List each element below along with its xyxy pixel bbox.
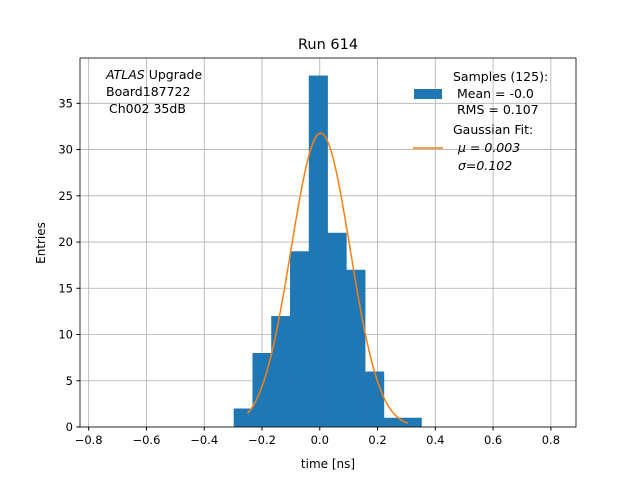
histogram-bars [233, 75, 422, 428]
svg-text:Ch002 35dB: Ch002 35dB [109, 101, 186, 116]
x-tick-label: −0.2 [248, 433, 276, 447]
histogram-bar [346, 269, 366, 427]
x-tick-label: −0.4 [190, 433, 218, 447]
y-tick-label: 15 [58, 281, 73, 295]
legend-hist-swatch [414, 89, 442, 99]
legend: Samples (125): Mean = -0.0 RMS = 0.107 G… [413, 69, 548, 173]
histogram-bar [402, 417, 422, 427]
y-tick-label: 25 [58, 189, 73, 203]
histogram-bar [365, 371, 385, 427]
svg-text:RMS = 0.107: RMS = 0.107 [457, 102, 539, 117]
y-axis-label: Entries [34, 222, 48, 264]
annotation: ATLAS Upgrade Board187722 Ch002 35dB [105, 67, 202, 116]
chart-title: Run 614 [298, 37, 358, 53]
svg-text:Gaussian Fit:: Gaussian Fit: [453, 122, 533, 137]
gaussian-fit-line [246, 132, 409, 425]
x-tick-label: −0.8 [75, 433, 103, 447]
svg-text:Samples (125):: Samples (125): [453, 69, 548, 84]
y-tick-label: 10 [58, 328, 73, 342]
y-tick-label: 20 [58, 235, 73, 249]
svg-text:σ=0.102: σ=0.102 [458, 158, 512, 173]
x-axis-label: time [ns] [301, 457, 355, 471]
y-tick-label: 35 [58, 96, 73, 110]
svg-text:μ = 0.003: μ = 0.003 [457, 140, 520, 155]
histogram-bar [308, 75, 328, 428]
svg-text:Board187722: Board187722 [106, 84, 190, 99]
y-tick-label: 5 [66, 374, 73, 388]
x-tick-label: −0.6 [132, 433, 160, 447]
x-tick-label: 0.2 [368, 433, 386, 447]
histogram-bar [290, 251, 310, 427]
axis-ticks: −0.8 −0.6 −0.4 −0.2 0.0 0.2 0.4 0.6 0.8 0 5 10 15 20 2… [58, 96, 560, 447]
svg-text:ATLAS Upgrade: ATLAS Upgrade [105, 67, 202, 82]
histogram-bar [327, 232, 347, 427]
svg-text:Mean = -0.0: Mean = -0.0 [457, 86, 534, 101]
atlas-label: ATLAS [105, 67, 145, 82]
x-tick-label: 0.0 [311, 433, 329, 447]
x-tick-label: 0.4 [426, 433, 444, 447]
y-tick-label: 0 [66, 420, 73, 434]
x-tick-label: 0.6 [484, 433, 502, 447]
y-tick-label: 30 [58, 143, 73, 157]
x-tick-label: 0.8 [542, 433, 560, 447]
histogram-bar [383, 417, 403, 427]
histogram-bar [271, 316, 291, 427]
